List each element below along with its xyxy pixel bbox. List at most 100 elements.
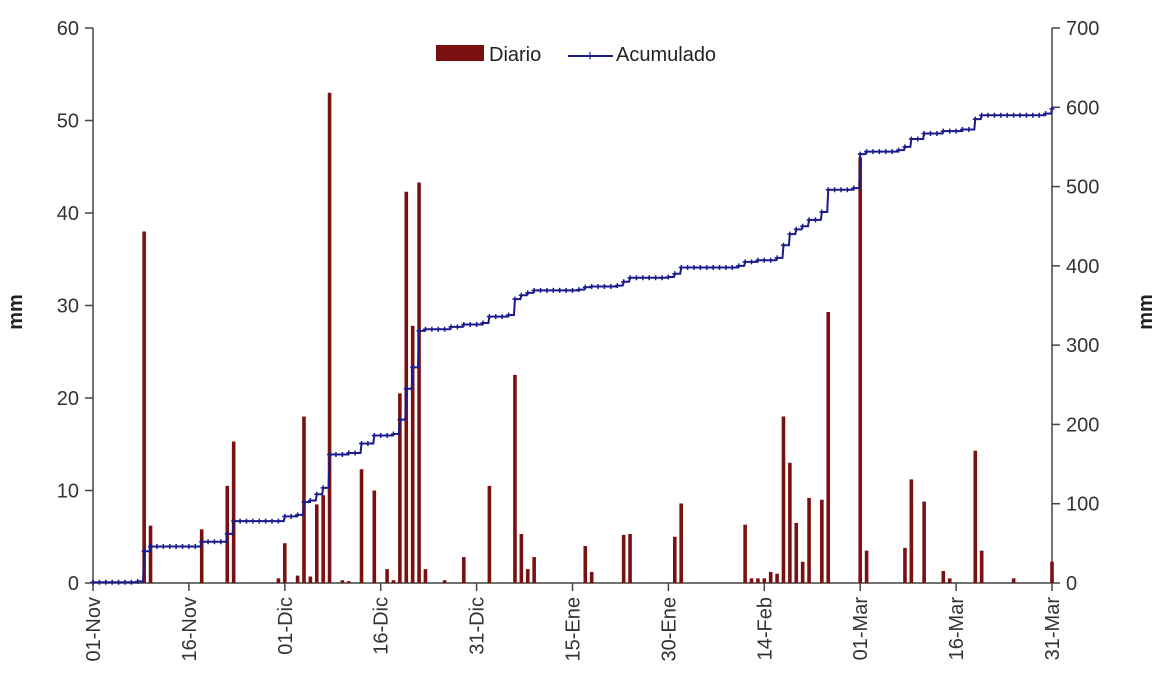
acumulado-point <box>282 513 288 519</box>
acumulado-point <box>582 284 588 290</box>
diario-bar <box>979 550 984 583</box>
acumulado-point <box>870 149 876 155</box>
x-tick-label: 16-Dic <box>371 597 393 655</box>
left-tick-label: 30 <box>57 296 79 318</box>
acumulado-point <box>959 126 965 132</box>
acumulado-point <box>1030 112 1036 118</box>
acumulado-point <box>825 187 831 193</box>
acumulado-point <box>384 433 390 439</box>
right-tick-label: 400 <box>1066 256 1099 278</box>
diario-bar <box>142 231 146 583</box>
acumulado-point <box>832 187 838 193</box>
acumulado-point <box>128 579 134 585</box>
acumulado-point <box>493 314 499 320</box>
axes <box>92 28 1053 584</box>
diario-bar <box>532 557 536 583</box>
diario-bar <box>525 569 530 583</box>
acumulado-point <box>864 149 870 155</box>
acumulado-point <box>717 264 723 270</box>
acumulado-point <box>627 275 633 281</box>
x-tick-label: 14-Feb <box>754 597 776 660</box>
acumulado-point <box>544 287 550 293</box>
diario-bar <box>679 503 683 583</box>
diario-bar <box>909 479 914 583</box>
diario-bar <box>340 580 345 583</box>
diario-bar <box>513 374 517 583</box>
diario-bar <box>231 441 236 583</box>
acumulado-point <box>339 452 345 458</box>
acumulado-point <box>295 512 301 518</box>
acumulado-point <box>141 548 147 554</box>
acumulado-point <box>224 531 230 537</box>
acumulado-point <box>972 116 978 122</box>
acumulado-point <box>486 314 492 320</box>
diario-bar <box>628 533 632 583</box>
acumulado-point <box>199 539 205 545</box>
acumulado-point <box>499 314 505 320</box>
acumulado-point <box>793 226 799 232</box>
acumulado-point <box>461 322 467 328</box>
diario-bar <box>864 550 869 583</box>
acumulado-point <box>1004 112 1010 118</box>
diario-bar <box>391 580 396 583</box>
acumulado-point <box>480 320 486 326</box>
acumulado-point <box>135 578 141 584</box>
acumulado-point <box>506 312 512 318</box>
acumulado-point <box>122 579 128 585</box>
acumulado-point <box>243 518 249 524</box>
acumulado-point <box>160 544 166 550</box>
acumulado-point <box>908 136 914 142</box>
acumulado-point <box>320 485 326 491</box>
left-tick-label: 0 <box>68 573 79 595</box>
x-axis-ticks: 01-Nov 16-Nov 01-Dic 16-Dic 31-Dic 15-Ene 30-E… <box>83 583 1064 662</box>
acumulado-point <box>512 296 518 302</box>
diario-bar <box>826 311 831 583</box>
diario-bar <box>398 393 402 583</box>
acumulado-point <box>256 518 262 524</box>
left-tick-label: 40 <box>57 203 79 225</box>
diario-bar <box>922 501 926 583</box>
acumulado-point <box>678 264 684 270</box>
acumulado-point <box>896 147 902 153</box>
diario-bar <box>762 578 767 583</box>
acumulado-point <box>269 518 275 524</box>
acumulado-point <box>403 386 409 392</box>
left-tick-label: 10 <box>57 481 79 503</box>
acumulado-point <box>1017 112 1023 118</box>
diario-bar <box>442 580 447 583</box>
left-tick-label: 60 <box>57 18 79 40</box>
acumulado-point <box>378 433 384 439</box>
acumulado-point <box>844 187 850 193</box>
acumulado-point <box>429 326 435 332</box>
x-tick-label: 30-Ene <box>658 597 680 662</box>
diario-bar <box>417 182 421 583</box>
diario-bar <box>519 533 524 583</box>
diario-bar <box>947 578 952 583</box>
acumulado-point <box>979 112 985 118</box>
diario-bar <box>327 92 332 583</box>
acumulado-point <box>595 283 601 289</box>
acumulado-point <box>467 322 473 328</box>
acumulado-point <box>518 292 524 298</box>
acumulado-point <box>665 274 671 280</box>
acumulado-point <box>96 579 102 585</box>
diario-bar <box>410 325 415 583</box>
acumulado-point <box>966 126 972 132</box>
diario-bar <box>314 504 319 583</box>
right-tick-label: 0 <box>1066 573 1077 595</box>
x-tick-label: 16-Mar <box>946 597 968 661</box>
diario-bar <box>283 543 287 583</box>
diario-bar <box>903 547 907 583</box>
acumulado-point <box>333 452 339 458</box>
diario-bar <box>756 578 760 583</box>
acumulado-point <box>422 326 428 332</box>
acumulado-point <box>704 264 710 270</box>
acumulado-point <box>167 544 173 550</box>
diario-bar <box>583 546 588 583</box>
acumulado-point <box>288 513 294 519</box>
acumulado-point <box>116 579 122 585</box>
acumulado-point <box>346 450 352 456</box>
acumulado-series-line <box>93 108 1053 584</box>
acumulado-point <box>614 283 620 289</box>
acumulado-point <box>633 275 639 281</box>
